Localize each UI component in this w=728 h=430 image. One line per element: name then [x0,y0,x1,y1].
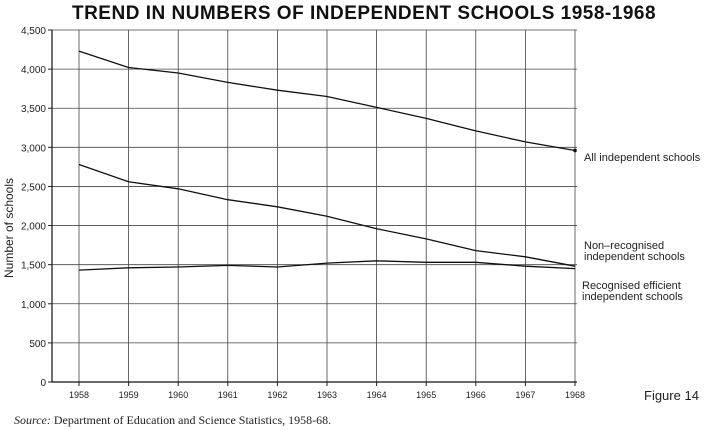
x-tick-label: 1962 [267,390,287,400]
source-prefix: Source: [14,413,51,427]
axes [51,30,577,383]
y-tick-label: 4,500 [21,26,46,37]
x-tick-label: 1958 [69,390,89,400]
y-tick-label: 2,000 [21,222,46,233]
series-label: All independent schools [584,152,701,164]
series-label: Recognised efficient independent schools [582,280,683,303]
series-line [78,163,576,267]
x-tick-label: 1963 [317,390,337,400]
x-tick-label: 1960 [168,390,188,400]
y-tick-label: 500 [29,339,46,350]
y-axis-ticks: 0 500 1,000 1,500 2,000 2,500 3,000 3,500 4,000 4… [21,26,52,389]
y-tick-label: 2,500 [21,182,46,193]
x-tick-label: 1968 [565,390,585,400]
series-label: Non–recognised independent schools [584,240,685,263]
x-tick-label: 1959 [119,390,139,400]
y-tick-label: 3,500 [21,104,46,115]
y-axis-label: Number of schools [2,178,16,278]
x-tick-label: 1966 [466,390,486,400]
x-tick-label: 1961 [218,390,238,400]
series-end-point [573,148,577,153]
y-tick-label: 1,500 [21,261,46,272]
chart-title: TREND IN NUMBERS OF INDEPENDENT SCHOOLS … [71,3,657,24]
y-tick-label: 4,000 [21,65,46,76]
y-tick-label: 0 [40,378,46,389]
x-axis-ticks: 1958 1959 1960 1961 1962 1963 1964 1965 1966 1967… [69,382,585,400]
x-tick-label: 1967 [515,390,535,400]
source-note: Source: Department of Education and Scie… [14,413,331,428]
x-tick-label: 1965 [416,390,436,400]
figure-label: Figure 14 [644,388,699,403]
y-tick-label: 1,000 [21,300,46,311]
series-labels: All independent schools Non–recognised ind… [582,152,701,303]
source-text: Department of Education and Science Stat… [53,413,332,427]
series-line [78,50,576,152]
series-lines [78,50,577,271]
series-line [78,260,576,271]
y-tick-label: 3,000 [21,143,46,154]
gridlines [52,29,577,382]
x-tick-label: 1964 [367,390,387,400]
